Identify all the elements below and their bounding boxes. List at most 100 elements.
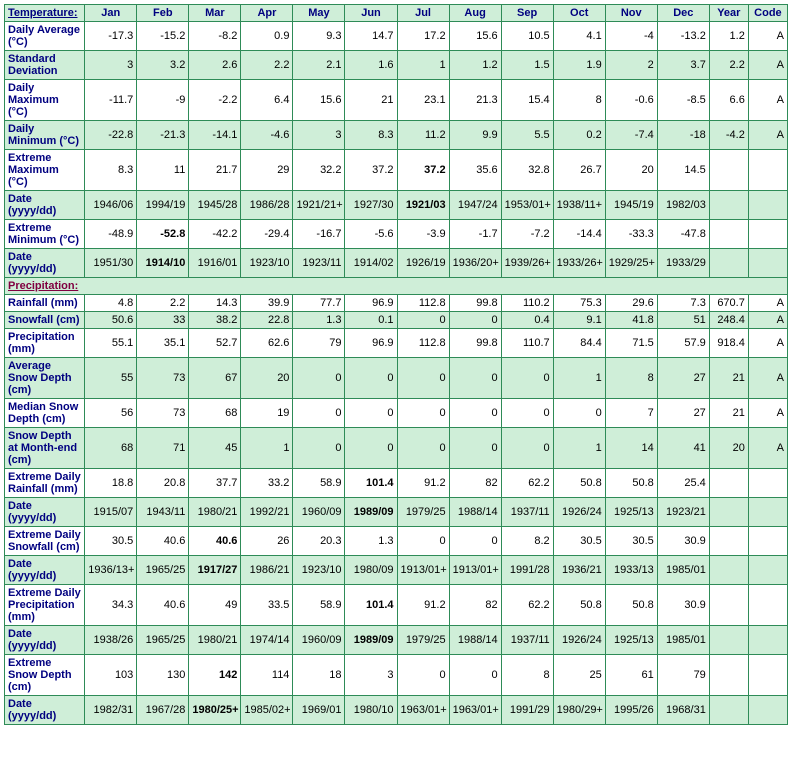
cell: 68 (189, 399, 241, 428)
cell: 1991/28 (501, 556, 553, 585)
cell: 1991/29 (501, 696, 553, 725)
cell: 1995/26 (605, 696, 657, 725)
cell: 1989/09 (345, 498, 397, 527)
cell: 33.5 (241, 585, 293, 626)
cell: 41.8 (605, 312, 657, 329)
temperature-link[interactable]: Temperature: (8, 7, 77, 19)
cell: 21.3 (449, 80, 501, 121)
cell: 1968/31 (657, 696, 709, 725)
table-row: Extreme Daily Precipitation (mm)34.340.6… (5, 585, 788, 626)
col-jun: Jun (345, 5, 397, 22)
cell (709, 469, 748, 498)
cell: 112.8 (397, 295, 449, 312)
cell: 1985/01 (657, 556, 709, 585)
cell: 8.3 (345, 121, 397, 150)
cell: 8 (501, 655, 553, 696)
row-label: Date (yyyy/dd) (5, 498, 85, 527)
cell: 1994/19 (137, 191, 189, 220)
cell: 0.9 (241, 22, 293, 51)
cell: 1945/19 (605, 191, 657, 220)
table-row: Standard Deviation33.22.62.22.11.611.21.… (5, 51, 788, 80)
cell: 4.1 (553, 22, 605, 51)
table-row: Extreme Maximum (°C)8.31121.72932.237.23… (5, 150, 788, 191)
cell: 62.6 (241, 329, 293, 358)
cell (709, 696, 748, 725)
row-label: Extreme Minimum (°C) (5, 220, 85, 249)
cell: 1980/21 (189, 626, 241, 655)
cell: 1915/07 (85, 498, 137, 527)
cell: 1936/13+ (85, 556, 137, 585)
cell (748, 191, 787, 220)
row-label: Extreme Maximum (°C) (5, 150, 85, 191)
cell: 0 (345, 358, 397, 399)
cell: 32.2 (293, 150, 345, 191)
cell: 1 (397, 51, 449, 80)
cell: -0.6 (605, 80, 657, 121)
cell: 20.8 (137, 469, 189, 498)
cell: 1 (241, 428, 293, 469)
cell: 19 (241, 399, 293, 428)
cell: -8.2 (189, 22, 241, 51)
cell: 1916/01 (189, 249, 241, 278)
cell: 0 (293, 428, 345, 469)
cell: 30.5 (553, 527, 605, 556)
row-label: Date (yyyy/dd) (5, 626, 85, 655)
cell: 10.5 (501, 22, 553, 51)
cell: -7.2 (501, 220, 553, 249)
cell: -42.2 (189, 220, 241, 249)
cell: 25.4 (657, 469, 709, 498)
cell: 9.1 (553, 312, 605, 329)
cell: 0 (397, 655, 449, 696)
cell: 1921/03 (397, 191, 449, 220)
table-row: Rainfall (mm)4.82.214.339.977.796.9112.8… (5, 295, 788, 312)
col-feb: Feb (137, 5, 189, 22)
cell: 1947/24 (449, 191, 501, 220)
cell: 15.6 (449, 22, 501, 51)
cell: 1913/01+ (449, 556, 501, 585)
cell: 51 (657, 312, 709, 329)
cell: -52.8 (137, 220, 189, 249)
cell: 1.3 (345, 527, 397, 556)
cell: 1945/28 (189, 191, 241, 220)
cell: 1969/01 (293, 696, 345, 725)
cell: 99.8 (449, 329, 501, 358)
row-label: Extreme Daily Precipitation (mm) (5, 585, 85, 626)
cell: 40.6 (137, 585, 189, 626)
cell (748, 498, 787, 527)
cell: 71 (137, 428, 189, 469)
table-row: Date (yyyy/dd)1982/311967/281980/25+1985… (5, 696, 788, 725)
cell: 0 (449, 312, 501, 329)
cell (709, 527, 748, 556)
cell: 71.5 (605, 329, 657, 358)
cell: 29 (241, 150, 293, 191)
cell: 0.4 (501, 312, 553, 329)
cell: 62.2 (501, 469, 553, 498)
cell: 1937/11 (501, 626, 553, 655)
cell: 142 (189, 655, 241, 696)
cell: -4.6 (241, 121, 293, 150)
row-label: Daily Minimum (°C) (5, 121, 85, 150)
cell: 73 (137, 358, 189, 399)
table-row: Extreme Minimum (°C)-48.9-52.8-42.2-29.4… (5, 220, 788, 249)
climate-table: Temperature:JanFebMarAprMayJunJulAugSepO… (4, 4, 788, 725)
section-link[interactable]: Precipitation: (8, 280, 78, 292)
cell: 1985/01 (657, 626, 709, 655)
cell: 79 (293, 329, 345, 358)
row-label: Rainfall (mm) (5, 295, 85, 312)
cell: 35.6 (449, 150, 501, 191)
col-dec: Dec (657, 5, 709, 22)
cell: 1938/11+ (553, 191, 605, 220)
cell: 67 (189, 358, 241, 399)
cell: 1914/10 (137, 249, 189, 278)
cell: -14.4 (553, 220, 605, 249)
cell: -22.8 (85, 121, 137, 150)
cell: -3.9 (397, 220, 449, 249)
cell: 79 (657, 655, 709, 696)
cell: 8 (605, 358, 657, 399)
cell: 21 (709, 399, 748, 428)
cell: 15.4 (501, 80, 553, 121)
cell: 50.8 (605, 585, 657, 626)
cell: 25 (553, 655, 605, 696)
cell: 3.2 (137, 51, 189, 80)
table-row: Snowfall (cm)50.63338.222.81.30.1000.49.… (5, 312, 788, 329)
